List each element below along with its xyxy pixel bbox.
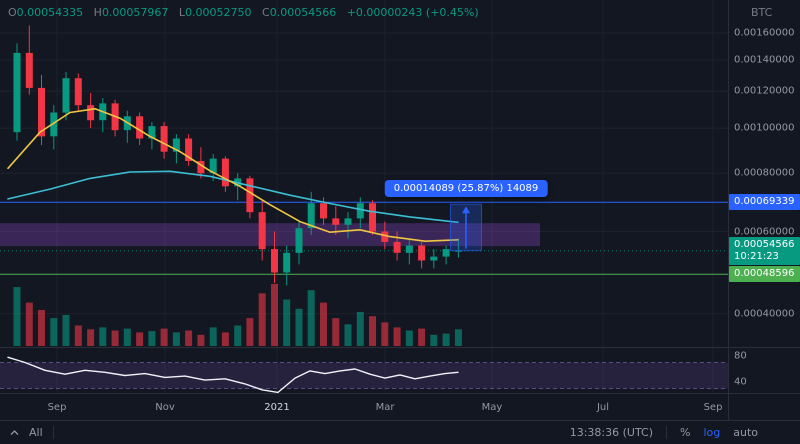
price-tick: 0.00140000	[734, 54, 795, 66]
time-tick: 2021	[264, 402, 290, 413]
log-scale-button[interactable]: log	[703, 426, 721, 439]
price-tick: 0.00100000	[734, 122, 795, 134]
support-price-label[interactable]: 0.00048596	[729, 266, 800, 283]
alert-price-value: 0.00069339	[734, 196, 795, 208]
rsi-tick: 40	[734, 376, 747, 388]
time-tick: Mar	[375, 402, 395, 413]
auto-scale-button[interactable]: auto	[733, 426, 758, 439]
price-tick: 0.00040000	[734, 308, 795, 320]
price-tick: 0.00080000	[734, 167, 795, 179]
support-price-value: 0.00048596	[734, 268, 795, 280]
low-value: 0.00052750	[185, 6, 252, 19]
chevron-up-icon	[10, 430, 19, 435]
chevron-up-button[interactable]	[10, 426, 19, 439]
quote-currency-label: BTC	[751, 6, 773, 19]
close-label: C	[262, 6, 270, 19]
price-tick: 0.00120000	[734, 85, 795, 97]
clock-utc-button[interactable]: 13:38:36 (UTC)	[569, 426, 653, 439]
price-tick: 0.00160000	[734, 27, 795, 39]
open-label: O	[8, 6, 17, 19]
percent-scale-button[interactable]: %	[680, 426, 691, 439]
range-all-button[interactable]: All	[29, 426, 43, 439]
change-value: +0.00000243 (+0.45%)	[346, 6, 479, 19]
ohlc-legend: O0.00054335 H0.00057967 L0.00052750 C0.0…	[8, 6, 479, 19]
time-tick: Sep	[47, 402, 67, 413]
price-tick: 0.00060000	[734, 226, 795, 237]
bar-countdown: 10:21:23	[734, 250, 779, 262]
current-price-label: 0.00054566 10:21:23	[729, 236, 800, 265]
high-value: 0.00057967	[101, 6, 169, 19]
close-value: 0.00054566	[269, 6, 337, 19]
time-axis[interactable]: Sep Nov 2021 Mar May Jul Sep	[0, 394, 728, 420]
alert-price-label[interactable]: 0.00069339	[729, 194, 800, 211]
low-label: L	[178, 6, 186, 19]
time-tick: Jul	[596, 402, 610, 413]
time-tick: Sep	[703, 402, 723, 413]
rsi-tick: 80	[734, 350, 747, 362]
price-axis[interactable]: 0.00160000 0.00140000 0.00120000 0.00100000…	[728, 0, 800, 420]
time-tick: Nov	[155, 402, 175, 413]
open-value: 0.00054335	[16, 6, 84, 19]
current-price-value: 0.00054566	[734, 238, 795, 250]
measure-tooltip: 0.00014089 (25.87%) 14089	[384, 180, 548, 198]
toolbar-divider	[666, 426, 667, 439]
toolbar-divider	[52, 426, 54, 439]
time-tick: May	[481, 402, 503, 413]
bottom-toolbar: All 13:38:36 (UTC) % log auto	[0, 420, 800, 444]
high-label: H	[93, 6, 102, 19]
